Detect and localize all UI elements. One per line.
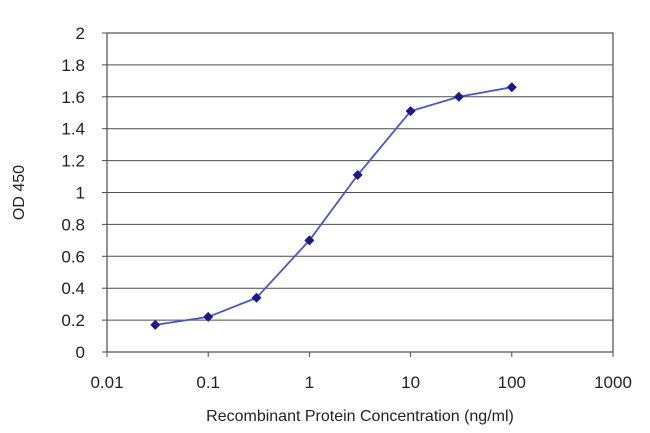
data-point-marker bbox=[453, 91, 464, 102]
series-line bbox=[155, 86, 512, 326]
x-tick-label: 1000 bbox=[594, 373, 632, 392]
x-axis-title: Recombinant Protein Concentration (ng/ml… bbox=[206, 408, 514, 425]
x-tick-label: 0.01 bbox=[90, 373, 123, 392]
y-tick-label: 0.8 bbox=[61, 215, 85, 234]
x-tick-label: 100 bbox=[498, 373, 526, 392]
data-point-marker bbox=[203, 311, 214, 322]
data-point-marker bbox=[251, 292, 262, 303]
y-tick-label: 0.4 bbox=[61, 279, 85, 298]
x-tick-label: 10 bbox=[401, 373, 420, 392]
y-tick-label: 1.2 bbox=[61, 152, 85, 171]
data-point-marker bbox=[352, 169, 363, 180]
y-tick-label: 0 bbox=[76, 343, 85, 362]
series-markers bbox=[150, 82, 517, 330]
y-axis-title: OD 450 bbox=[11, 165, 28, 220]
y-tick-label: 1.4 bbox=[61, 120, 85, 139]
x-axis-ticks: 0.01 0.1 1 10 100 1000 bbox=[90, 352, 632, 392]
y-tick-label: 1.8 bbox=[61, 56, 85, 75]
data-point-marker bbox=[150, 319, 161, 330]
data-point-marker bbox=[304, 235, 315, 246]
x-tick-label: 1 bbox=[305, 373, 314, 392]
y-tick-label: 1 bbox=[76, 184, 85, 203]
y-tick-label: 2 bbox=[76, 24, 85, 43]
x-tick-label: 0.1 bbox=[196, 373, 220, 392]
y-tick-label: 0.6 bbox=[61, 247, 85, 266]
y-tick-label: 0.2 bbox=[61, 311, 85, 330]
y-tick-label: 1.6 bbox=[61, 88, 85, 107]
data-point-marker bbox=[405, 106, 416, 117]
data-point-marker bbox=[506, 82, 517, 93]
y-axis-ticks: 0 0.2 0.4 0.6 0.8 1 1.2 1.4 1.6 1.8 2 bbox=[61, 24, 107, 362]
